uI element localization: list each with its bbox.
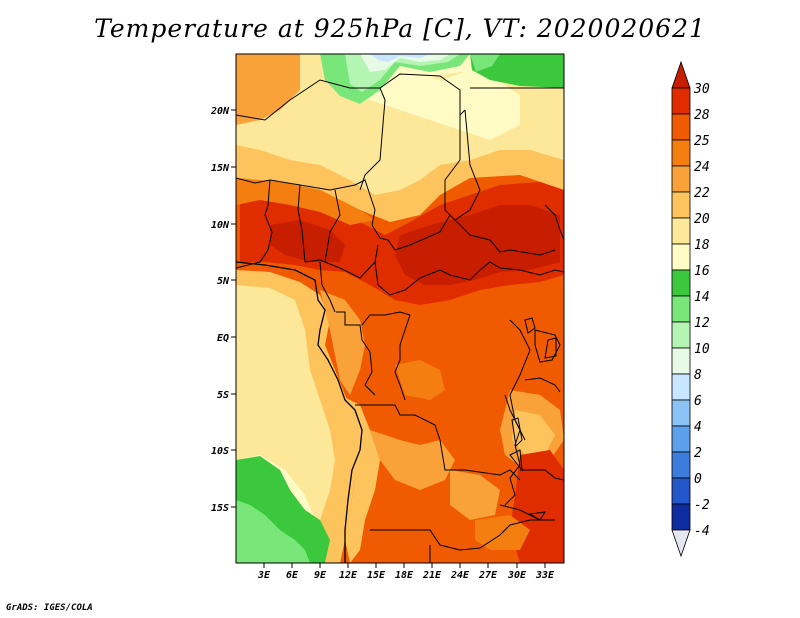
field-blue-north bbox=[370, 54, 430, 62]
lat-label: 5N bbox=[217, 276, 230, 287]
colorbar-label: 12 bbox=[694, 316, 710, 331]
colorbar-label: 4 bbox=[694, 420, 702, 435]
colorbar-label: 30 bbox=[693, 82, 710, 97]
lon-label: 15E bbox=[367, 570, 386, 581]
lon-label: 12E bbox=[339, 570, 358, 581]
field-24-25-band bbox=[236, 178, 375, 225]
colorbar-box bbox=[671, 425, 691, 453]
colorbar-box bbox=[671, 321, 691, 349]
lat-label: 10N bbox=[211, 220, 230, 231]
temperature-field bbox=[236, 54, 564, 563]
lon-label: 18E bbox=[395, 570, 414, 581]
field-lightgreen-ne bbox=[470, 54, 500, 72]
colorbar-label: 28 bbox=[694, 108, 710, 123]
lat-label: 20N bbox=[210, 106, 230, 117]
lon-label: 9E bbox=[314, 570, 327, 581]
colorbar-label: -2 bbox=[694, 498, 710, 513]
lat-labels: 20N 15N 10N 5N EQ 5S 10S 15S bbox=[210, 106, 230, 514]
colorbar-triangle-low bbox=[671, 529, 691, 558]
field-24-25-central-patch bbox=[395, 360, 445, 400]
lat-label: EQ bbox=[217, 333, 229, 344]
colorbar-box bbox=[671, 295, 691, 323]
field-22-24-nw bbox=[236, 54, 300, 125]
lat-label: 10S bbox=[211, 446, 229, 457]
colorbar-label: 2 bbox=[694, 446, 702, 461]
lon-label: 27E bbox=[478, 570, 498, 581]
colorbar-box bbox=[671, 243, 691, 271]
colorbar-box bbox=[671, 347, 691, 375]
colorbar-label: 10 bbox=[694, 342, 710, 357]
field-24-25-west-central bbox=[320, 290, 365, 395]
field-22-24-coast bbox=[340, 395, 380, 563]
lat-ticks bbox=[231, 109, 236, 508]
lon-labels: 3E 6E 9E 12E 15E 18E 21E 24E 27E 30E 33E bbox=[257, 570, 555, 581]
colorbar-label: -4 bbox=[694, 524, 710, 539]
colorbar-label: 18 bbox=[694, 238, 710, 253]
colorbar-box bbox=[671, 503, 691, 531]
colorbar-box bbox=[671, 451, 691, 479]
colorbar-label: 25 bbox=[694, 134, 710, 149]
colorbar-label: 0 bbox=[694, 472, 702, 487]
lat-label: 5S bbox=[217, 390, 229, 401]
field-24-25-southeast bbox=[450, 470, 500, 520]
colorbar-box bbox=[671, 477, 691, 505]
colorbar-label: 20 bbox=[694, 212, 710, 227]
field-hot-core-1 bbox=[395, 205, 560, 285]
field-12-14-atlantic bbox=[236, 500, 310, 563]
colorbar-label: 14 bbox=[694, 290, 710, 305]
colorbar-box bbox=[671, 87, 691, 115]
lon-label: 33E bbox=[535, 570, 555, 581]
colorbar-box bbox=[671, 217, 691, 245]
colorbar-label: 24 bbox=[694, 160, 710, 175]
lon-label: 24E bbox=[450, 570, 470, 581]
colorbar-label: 22 bbox=[694, 186, 710, 201]
colorbar-box bbox=[671, 399, 691, 427]
colorbar-box bbox=[671, 139, 691, 167]
colorbar-box bbox=[671, 165, 691, 193]
colorbar-box bbox=[671, 113, 691, 141]
lon-label: 6E bbox=[286, 570, 299, 581]
colorbar-label: 16 bbox=[694, 264, 710, 279]
credit-label: GrADS: IGES/COLA bbox=[6, 603, 93, 613]
field-24-25-angola bbox=[370, 430, 455, 490]
colorbar-label: 8 bbox=[694, 368, 702, 383]
lat-label: 15N bbox=[211, 163, 230, 174]
lon-ticks bbox=[263, 563, 546, 568]
colorbar-box bbox=[671, 269, 691, 297]
political-boundaries bbox=[236, 73, 564, 563]
lon-label: 21E bbox=[422, 570, 442, 581]
chart-title: Temperature at 925hPa [C], VT: 202002062… bbox=[94, 14, 706, 43]
lon-label: 30E bbox=[507, 570, 527, 581]
colorbar-triangle-high bbox=[671, 60, 691, 89]
lat-label: 15S bbox=[211, 503, 229, 514]
map-frame bbox=[235, 53, 565, 564]
colorbar-box bbox=[671, 373, 691, 401]
colorbar-box bbox=[671, 191, 691, 219]
colorbar-label: 6 bbox=[694, 394, 702, 409]
lon-label: 3E bbox=[257, 570, 271, 581]
field-22-24-east bbox=[512, 410, 555, 455]
